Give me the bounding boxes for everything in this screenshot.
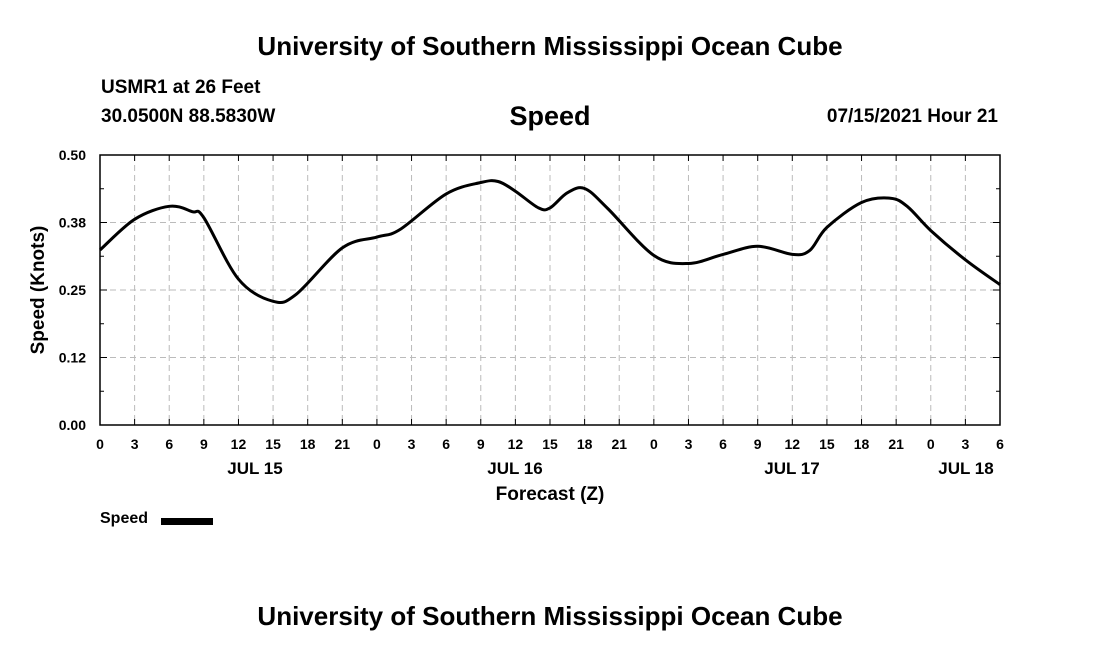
y-tick-label: 0.38 (59, 215, 86, 231)
page-title: University of Southern Mississippi Ocean… (257, 31, 843, 61)
x-tick-label: 18 (300, 436, 316, 452)
x-tick-label: 0 (373, 436, 381, 452)
x-tick-label: 18 (577, 436, 593, 452)
x-tick-label: 21 (335, 436, 351, 452)
x-tick-label: 15 (265, 436, 281, 452)
series (98, 179, 1001, 305)
legend-line-swatch (161, 518, 213, 525)
x-axis-label: Forecast (Z) (496, 484, 605, 505)
station-label: USMR1 at 26 Feet (101, 77, 261, 98)
x-tick-label: 0 (650, 436, 658, 452)
y-tick-label: 0.12 (59, 350, 86, 366)
y-tick-label: 0.25 (59, 282, 86, 298)
x-tick-label: 15 (819, 436, 835, 452)
date-label-jul-18: JUL 18 (938, 459, 993, 478)
speed-series-line (98, 179, 1001, 305)
x-tick-label: 6 (719, 436, 727, 452)
x-tick-label: 3 (131, 436, 139, 452)
x-tick-label: 21 (888, 436, 904, 452)
y-tick-label: 0.50 (59, 147, 86, 163)
legend-label: Speed (100, 510, 149, 527)
x-tick-label: 21 (611, 436, 627, 452)
x-tick-label: 12 (785, 436, 801, 452)
y-tick-label: 0.00 (59, 417, 86, 433)
footer-title: University of Southern Mississippi Ocean… (257, 601, 843, 631)
issued-time: 07/15/2021 Hour 21 (826, 106, 998, 127)
plot-frame (99, 154, 1001, 426)
x-tick-label: 6 (165, 436, 173, 452)
chart-title: Speed (509, 101, 591, 131)
date-label-jul-16: JUL 16 (487, 459, 542, 478)
axes: 0 3 6 9 12 15 18 21 0 3 6 9 12 15 18 21 0 3 6 9 12 15 18 21 0 3 6 0… (59, 147, 1004, 452)
date-label-jul-15: JUL 15 (227, 459, 282, 478)
x-tick-label: 0 (927, 436, 935, 452)
x-tick-label: 9 (477, 436, 485, 452)
x-tick-label: 0 (96, 436, 104, 452)
y-axis-label: Speed (Knots) (28, 226, 49, 355)
x-tick-label: 12 (231, 436, 247, 452)
x-tick-label: 12 (508, 436, 524, 452)
x-tick-label: 18 (854, 436, 870, 452)
x-tick-label: 15 (542, 436, 558, 452)
date-label-jul-17: JUL 17 (764, 459, 819, 478)
station-coordinates: 30.0500N 88.5830W (101, 106, 276, 127)
x-tick-label: 9 (754, 436, 762, 452)
x-tick-label: 3 (961, 436, 969, 452)
x-tick-label: 3 (408, 436, 416, 452)
x-tick-label: 9 (200, 436, 208, 452)
x-tick-label: 6 (996, 436, 1004, 452)
x-tick-label: 3 (685, 436, 693, 452)
grid (100, 155, 1000, 425)
x-tick-label: 6 (442, 436, 450, 452)
